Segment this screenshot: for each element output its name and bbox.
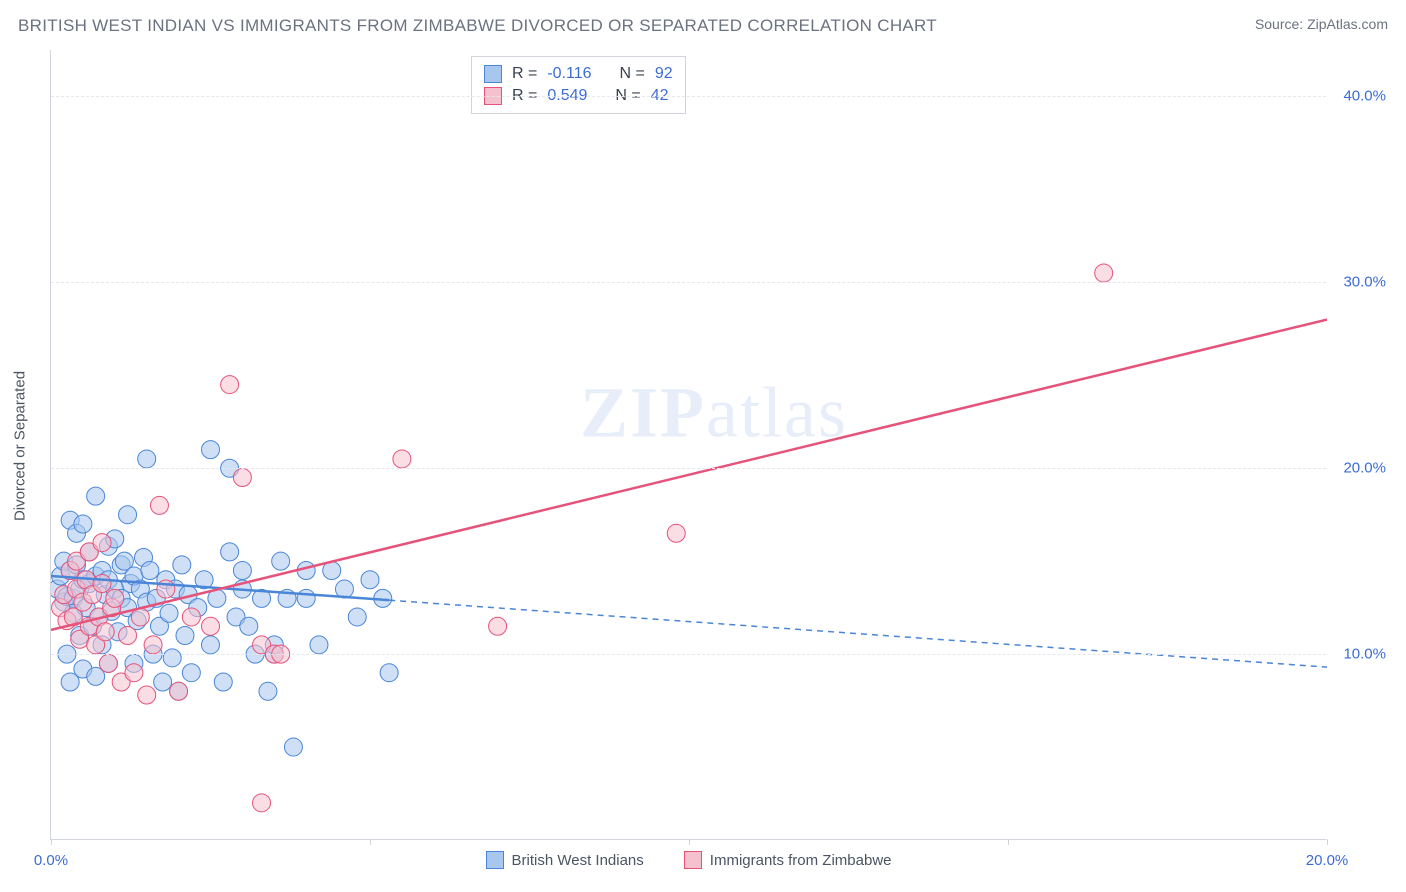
data-point — [141, 561, 159, 579]
data-point — [170, 682, 188, 700]
data-point — [96, 623, 114, 641]
data-point — [202, 441, 220, 459]
data-point — [182, 608, 200, 626]
n-label: N = — [620, 65, 645, 83]
data-point — [393, 450, 411, 468]
y-tick-label: 30.0% — [1343, 274, 1386, 291]
data-point — [144, 636, 162, 654]
data-point — [233, 561, 251, 579]
data-point — [93, 534, 111, 552]
legend-swatch-blue — [484, 65, 502, 83]
y-axis-title: Divorced or Separated — [12, 371, 29, 521]
r-value-1: -0.116 — [547, 65, 591, 83]
data-point — [233, 469, 251, 487]
data-point — [99, 654, 117, 672]
legend-swatch-blue — [486, 851, 504, 869]
data-point — [259, 682, 277, 700]
data-point — [87, 487, 105, 505]
correlation-legend: R = -0.116 N = 92 R = 0.549 N = 42 — [471, 56, 686, 114]
x-tick — [1008, 839, 1009, 845]
correlation-legend-row: R = -0.116 N = 92 — [484, 63, 673, 85]
data-point — [221, 543, 239, 561]
y-tick-label: 40.0% — [1343, 88, 1386, 105]
grid-line — [51, 654, 1326, 655]
legend-swatch-pink — [684, 851, 702, 869]
grid-line — [51, 282, 1326, 283]
n-value-1: 92 — [655, 65, 673, 83]
data-point — [310, 636, 328, 654]
plot-area: ZIPatlas R = -0.116 N = 92 R = 0.549 N =… — [50, 50, 1326, 840]
series-legend: British West Indians Immigrants from Zim… — [486, 851, 892, 869]
x-tick — [51, 839, 52, 845]
data-point — [202, 636, 220, 654]
data-point — [284, 738, 302, 756]
data-point — [160, 604, 178, 622]
x-tick-label: 0.0% — [34, 852, 68, 869]
data-point — [119, 627, 137, 645]
y-tick-label: 20.0% — [1343, 460, 1386, 477]
data-point — [272, 552, 290, 570]
chart-container: BRITISH WEST INDIAN VS IMMIGRANTS FROM Z… — [0, 0, 1406, 892]
legend-label: British West Indians — [512, 852, 644, 869]
data-point — [138, 450, 156, 468]
data-point — [154, 673, 172, 691]
legend-item: Immigrants from Zimbabwe — [684, 851, 892, 869]
data-point — [667, 524, 685, 542]
data-point — [173, 556, 191, 574]
source-attribution: Source: ZipAtlas.com — [1255, 16, 1388, 32]
data-point — [489, 617, 507, 635]
trend-line-dashed — [389, 600, 1327, 667]
data-point — [176, 627, 194, 645]
data-point — [138, 686, 156, 704]
scatter-plot-svg — [51, 50, 1327, 840]
data-point — [163, 649, 181, 667]
data-point — [214, 673, 232, 691]
data-point — [1095, 264, 1113, 282]
data-point — [119, 506, 137, 524]
legend-label: Immigrants from Zimbabwe — [710, 852, 892, 869]
data-point — [74, 515, 92, 533]
data-point — [106, 589, 124, 607]
data-point — [150, 496, 168, 514]
chart-title: BRITISH WEST INDIAN VS IMMIGRANTS FROM Z… — [18, 16, 937, 36]
data-point — [380, 664, 398, 682]
x-tick — [370, 839, 371, 845]
x-tick-label: 20.0% — [1306, 852, 1349, 869]
r-label: R = — [512, 65, 537, 83]
data-point — [361, 571, 379, 589]
data-point — [240, 617, 258, 635]
x-tick — [1327, 839, 1328, 845]
data-point — [348, 608, 366, 626]
y-tick-label: 10.0% — [1343, 646, 1386, 663]
grid-line — [51, 468, 1326, 469]
data-point — [93, 574, 111, 592]
data-point — [202, 617, 220, 635]
data-point — [221, 376, 239, 394]
data-point — [253, 794, 271, 812]
data-point — [125, 664, 143, 682]
data-point — [297, 589, 315, 607]
data-point — [182, 664, 200, 682]
x-tick — [689, 839, 690, 845]
legend-item: British West Indians — [486, 851, 644, 869]
grid-line — [51, 96, 1326, 97]
